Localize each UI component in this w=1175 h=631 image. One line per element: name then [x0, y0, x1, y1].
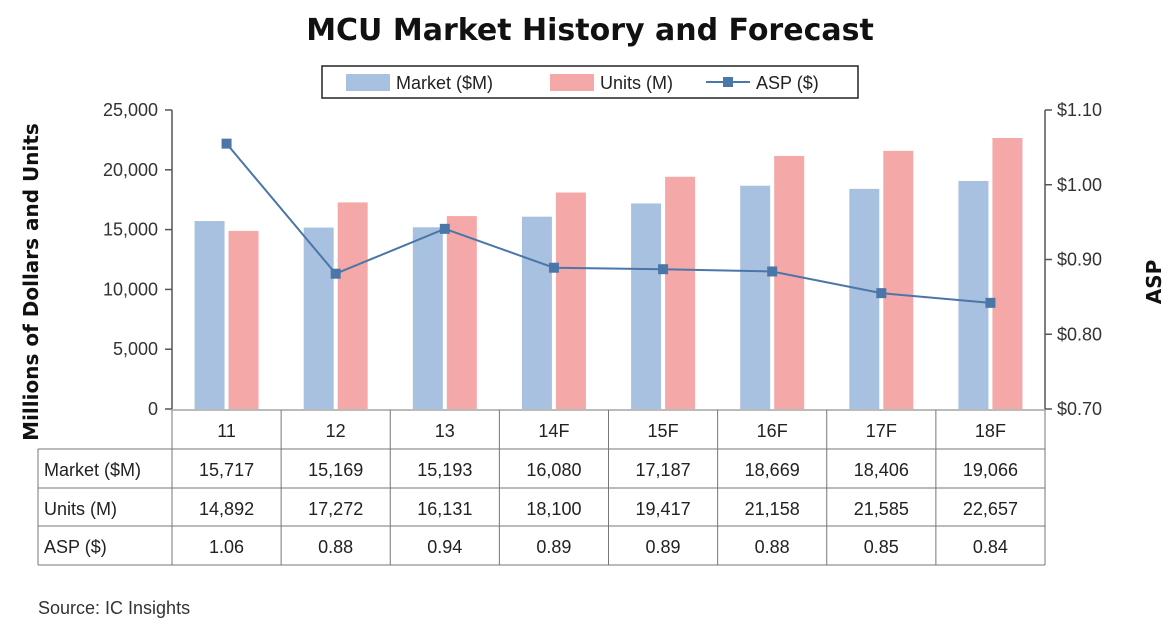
- table-cell: 15,717: [199, 460, 254, 480]
- bar-units-14F: [555, 192, 586, 409]
- table-cell: 1.06: [209, 537, 244, 557]
- asp-point-18F: [985, 297, 996, 308]
- legend-swatch: [550, 74, 594, 91]
- category-label: 12: [326, 421, 346, 441]
- asp-point-17F: [876, 288, 887, 299]
- left-tick-label: 10,000: [103, 279, 158, 299]
- bar-units-15F: [665, 176, 696, 409]
- table-cell: 0.85: [864, 537, 899, 557]
- right-tick-label: $0.90: [1057, 250, 1102, 270]
- right-tick-label: $1.10: [1057, 100, 1102, 120]
- asp-point-11: [221, 138, 232, 149]
- table-cell: 19,066: [963, 460, 1018, 480]
- table-cell: 14,892: [199, 499, 254, 519]
- table-cell: 0.88: [318, 537, 353, 557]
- y-axis-title: Millions of Dollars and Units: [19, 123, 43, 441]
- table-cell: 15,169: [308, 460, 363, 480]
- legend-label: Units (M): [600, 73, 673, 93]
- table-cell: 0.89: [536, 537, 571, 557]
- table-cell: 17,187: [636, 460, 691, 480]
- table-cell: 0.89: [646, 537, 681, 557]
- category-label: 13: [435, 421, 455, 441]
- table-cell: 17,272: [308, 499, 363, 519]
- bar-units-18F: [992, 138, 1023, 409]
- legend-label: ASP ($): [756, 73, 819, 93]
- source-note: Source: IC Insights: [38, 598, 190, 618]
- table-cell: 0.84: [973, 537, 1008, 557]
- bar-units-13: [446, 216, 477, 409]
- asp-point-13: [439, 223, 450, 234]
- asp-line: [221, 138, 996, 308]
- table-cell: 16,080: [526, 460, 581, 480]
- axes: 0 5,000 10,000 15,000 20,000 25,000 $0.70 $0.80…: [19, 100, 1166, 441]
- asp-series-line: [225, 142, 991, 304]
- table-cell: 21,158: [745, 499, 800, 519]
- bar-market-18F: [958, 180, 989, 409]
- left-tick-label: 0: [148, 399, 158, 419]
- data-table: 11 12 13 14F 15F 16F 17F 18F Market ($M) 15,717 15…: [37, 409, 1046, 566]
- category-label: 18F: [975, 421, 1006, 441]
- table-cell: 0.88: [755, 537, 790, 557]
- left-tick-label: 20,000: [103, 160, 158, 180]
- y2-axis-title: ASP: [1142, 260, 1166, 305]
- left-tick-label: 15,000: [103, 220, 158, 240]
- legend-label: Market ($M): [396, 73, 493, 93]
- category-label: 17F: [866, 421, 897, 441]
- bar-market-15F: [631, 203, 662, 409]
- asp-point-14F: [548, 262, 559, 273]
- table-row-header: Market ($M): [44, 460, 141, 480]
- table-row-header: ASP ($): [44, 537, 107, 557]
- bar-market-14F: [521, 216, 552, 409]
- table-cell: 19,417: [636, 499, 691, 519]
- table-row-header: Units (M): [44, 499, 117, 519]
- bar-market-17F: [849, 188, 880, 409]
- legend: Market ($M) Units (M) ASP ($): [321, 65, 859, 99]
- asp-point-15F: [658, 264, 669, 275]
- left-tick-label: 25,000: [103, 100, 158, 120]
- bar-market-13: [412, 227, 443, 409]
- category-label: 14F: [538, 421, 569, 441]
- table-cell: 22,657: [963, 499, 1018, 519]
- table-cell: 18,100: [526, 499, 581, 519]
- right-tick-label: $0.70: [1057, 399, 1102, 419]
- bar-units-11: [228, 230, 259, 409]
- category-label: 15F: [648, 421, 679, 441]
- asp-point-16F: [767, 266, 778, 277]
- bar-market-16F: [740, 185, 771, 409]
- legend-swatch-marker: [723, 77, 733, 87]
- left-tick-label: 5,000: [113, 339, 158, 359]
- table-cell: 18,669: [745, 460, 800, 480]
- bar-market-11: [194, 221, 225, 409]
- bar-market-12: [303, 227, 334, 409]
- right-tick-label: $0.80: [1057, 324, 1102, 344]
- legend-swatch: [346, 74, 390, 91]
- category-label: 16F: [757, 421, 788, 441]
- chart-title: MCU Market History and Forecast: [306, 13, 874, 48]
- right-tick-label: $1.00: [1057, 175, 1102, 195]
- asp-point-12: [330, 268, 341, 279]
- bar-units-16F: [774, 155, 805, 409]
- table-cell: 21,585: [854, 499, 909, 519]
- table-cell: 0.94: [427, 537, 462, 557]
- table-cell: 16,131: [417, 499, 472, 519]
- bar-units-17F: [883, 150, 914, 410]
- bars: [194, 138, 1023, 410]
- bar-units-12: [337, 202, 368, 409]
- category-label: 11: [217, 421, 236, 441]
- table-cell: 18,406: [854, 460, 909, 480]
- table-cell: 15,193: [417, 460, 472, 480]
